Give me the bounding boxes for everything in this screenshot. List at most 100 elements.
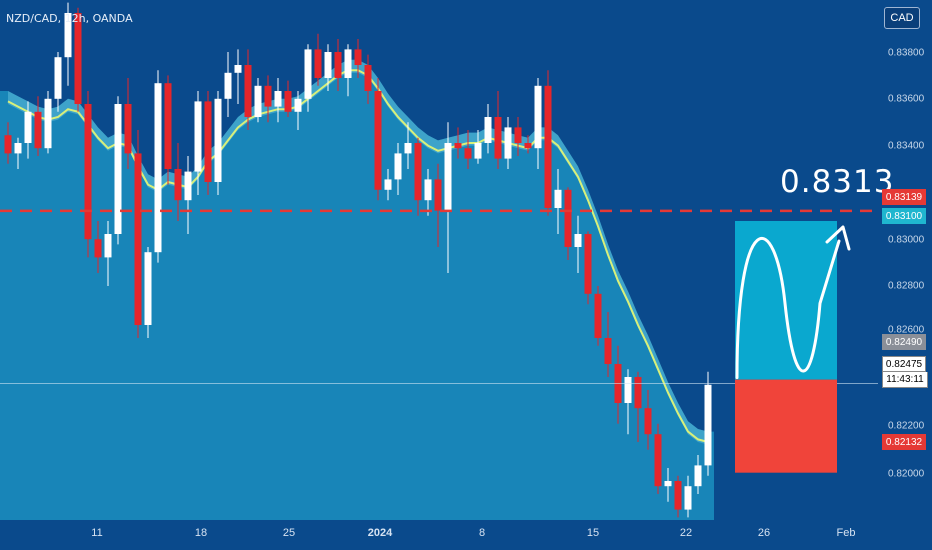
- candle-body[interactable]: [264, 85, 272, 107]
- current-price-tag: 0.82475: [882, 356, 926, 372]
- candle-body[interactable]: [464, 148, 472, 159]
- candle-body[interactable]: [134, 153, 142, 325]
- candle-body[interactable]: [424, 179, 432, 201]
- candle-body[interactable]: [64, 13, 72, 58]
- candle-body[interactable]: [514, 127, 522, 143]
- entry-price-tag: 0.82490: [882, 334, 926, 350]
- candle-body[interactable]: [524, 143, 532, 149]
- target-price-annotation: 0.8313: [780, 164, 895, 200]
- candle-body[interactable]: [14, 143, 22, 154]
- time-axis-panel: [0, 520, 878, 550]
- candle-body[interactable]: [94, 239, 102, 258]
- candle-body[interactable]: [114, 104, 122, 234]
- candle-body[interactable]: [4, 135, 12, 154]
- price-axis-label: 0.83000: [888, 234, 925, 246]
- resistance-price-tag: 0.83139: [882, 189, 926, 205]
- candle-body[interactable]: [274, 91, 282, 107]
- time-axis-label: 15: [586, 527, 600, 539]
- candle-body[interactable]: [454, 143, 462, 149]
- candle-body[interactable]: [584, 234, 592, 294]
- candle-body[interactable]: [374, 91, 382, 190]
- time-axis-label: Feb: [836, 527, 856, 539]
- target-price-tag: 0.83100: [882, 208, 926, 224]
- candle-body[interactable]: [224, 72, 232, 99]
- candle-body[interactable]: [304, 49, 312, 99]
- price-axis-label: 0.83800: [888, 47, 925, 59]
- candle-body[interactable]: [674, 481, 682, 510]
- price-axis-label: 0.82000: [888, 468, 925, 480]
- symbol-title: NZD/CAD, 12h, OANDA: [6, 12, 133, 25]
- candle-body[interactable]: [164, 83, 172, 169]
- candle-body[interactable]: [664, 481, 672, 487]
- stop-zone-box: [735, 379, 837, 473]
- candle-body[interactable]: [214, 98, 222, 182]
- candle-body[interactable]: [474, 143, 482, 159]
- candle-body[interactable]: [404, 143, 412, 154]
- candle-body[interactable]: [554, 189, 562, 208]
- candle-body[interactable]: [694, 465, 702, 487]
- time-axis-label: 2024: [367, 527, 393, 539]
- time-axis-label: 22: [679, 527, 693, 539]
- candle-body[interactable]: [24, 111, 32, 143]
- candle-body[interactable]: [104, 234, 112, 258]
- candle-body[interactable]: [364, 65, 372, 91]
- candle-body[interactable]: [434, 179, 442, 211]
- currency-button[interactable]: CAD: [884, 7, 920, 29]
- candle-body[interactable]: [44, 98, 52, 149]
- candle-body[interactable]: [294, 98, 302, 112]
- candle-body[interactable]: [354, 49, 362, 65]
- candle-body[interactable]: [244, 65, 252, 117]
- candle-body[interactable]: [494, 117, 502, 159]
- projection-arrowhead: [825, 225, 851, 251]
- candle-body[interactable]: [144, 252, 152, 325]
- price-axis-label: 0.82600: [888, 324, 925, 336]
- candle-body[interactable]: [384, 179, 392, 190]
- candle-body[interactable]: [84, 104, 92, 240]
- candle-body[interactable]: [344, 49, 352, 78]
- price-axis-label: 0.83400: [888, 140, 925, 152]
- candle-body[interactable]: [444, 143, 452, 211]
- time-axis-label: 8: [478, 527, 486, 539]
- candle-body[interactable]: [484, 117, 492, 143]
- candle-body[interactable]: [184, 171, 192, 201]
- candle-body[interactable]: [124, 104, 132, 154]
- candle-body[interactable]: [594, 293, 602, 338]
- candle-body[interactable]: [624, 377, 632, 403]
- candle-body[interactable]: [604, 338, 612, 364]
- candle-body[interactable]: [544, 85, 552, 208]
- candle-body[interactable]: [644, 408, 652, 435]
- candle-body[interactable]: [534, 85, 542, 149]
- stop-price-tag: 0.82132: [882, 434, 926, 450]
- candle-body[interactable]: [654, 434, 662, 487]
- candle-body[interactable]: [414, 143, 422, 201]
- candle-body[interactable]: [704, 384, 712, 466]
- candle-body[interactable]: [324, 52, 332, 78]
- candle-body[interactable]: [34, 111, 42, 149]
- candle-body[interactable]: [194, 101, 202, 172]
- candle-body[interactable]: [234, 65, 242, 73]
- candle-body[interactable]: [394, 153, 402, 180]
- candle-body[interactable]: [314, 49, 322, 78]
- candle-body[interactable]: [54, 57, 62, 99]
- candle-body[interactable]: [634, 377, 642, 409]
- bar-countdown: 11:43:11: [882, 372, 928, 388]
- time-axis-label: 11: [91, 527, 103, 539]
- candle-body[interactable]: [504, 127, 512, 159]
- price-axis-label: 0.82200: [888, 420, 925, 432]
- projected-wave-path: [735, 237, 841, 380]
- candle-body[interactable]: [154, 83, 162, 253]
- candle-body[interactable]: [254, 85, 262, 117]
- candle-body[interactable]: [284, 91, 292, 112]
- candle-body[interactable]: [204, 101, 212, 182]
- candle-body[interactable]: [684, 486, 692, 510]
- candle-body[interactable]: [334, 52, 342, 78]
- candle-body[interactable]: [174, 169, 182, 201]
- time-axis-label: 18: [194, 527, 208, 539]
- candle-body[interactable]: [574, 234, 582, 247]
- price-axis-label: 0.82800: [888, 280, 925, 292]
- candle-body[interactable]: [74, 13, 82, 104]
- ma-area-fill: [0, 59, 714, 521]
- candle-body[interactable]: [564, 189, 572, 247]
